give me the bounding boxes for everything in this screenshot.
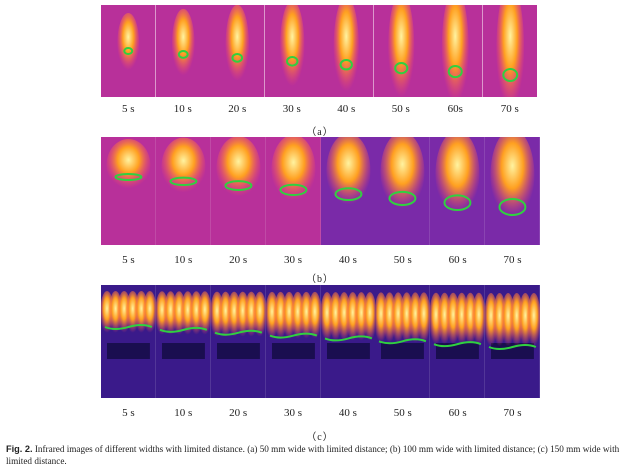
time-label-c-8: 70 s — [503, 407, 522, 419]
time-label-a-1: 5 s — [121, 103, 135, 115]
infrared-frame-b-1 — [101, 137, 156, 245]
time-label-b-6: 50 s — [393, 254, 412, 266]
infrared-frame-c-8 — [485, 285, 540, 398]
time-label-c-6: 50 s — [393, 407, 412, 419]
frame-b-5 — [320, 137, 376, 245]
frame-c-3 — [210, 285, 266, 398]
panel-label-a: （a） — [306, 127, 334, 138]
infrared-frame-a-4 — [264, 5, 319, 97]
frame-c-1 — [101, 285, 156, 398]
frame-c-6 — [375, 285, 431, 398]
time-label-a-5: 40 s — [337, 103, 356, 115]
time-label-b-3: 20 s — [229, 254, 248, 266]
infrared-frame-a-6 — [373, 5, 428, 97]
time-label-a-8: 70 s — [500, 103, 519, 115]
frame-b-2 — [155, 137, 211, 245]
time-labels-b: 5 s 10 s 20 s 30 s 40 s 50 s 60 s 70 s — [101, 254, 540, 266]
infrared-frame-a-2 — [155, 5, 210, 97]
frame-c-5 — [320, 285, 376, 398]
infrared-frame-b-5 — [320, 137, 376, 245]
infrared-frame-c-6 — [375, 285, 431, 398]
time-label-b-7: 60 s — [448, 254, 467, 266]
time-label-b-2: 10 s — [174, 254, 193, 266]
infrared-frame-b-3 — [210, 137, 266, 245]
infrared-frame-a-5 — [319, 5, 374, 97]
figure-label: Fig. 2. — [6, 444, 33, 454]
time-label-c-5: 40 s — [338, 407, 357, 419]
infrared-strip-a — [101, 5, 537, 97]
frame-b-3 — [210, 137, 266, 245]
infrared-frame-c-2 — [155, 285, 211, 398]
time-label-c-7: 60 s — [448, 407, 467, 419]
time-label-a-2: 10 s — [173, 103, 192, 115]
frame-a-5 — [319, 5, 374, 97]
frame-a-3 — [210, 5, 265, 97]
frame-a-8 — [482, 5, 537, 97]
time-label-a-6: 50 s — [391, 103, 410, 115]
time-label-a-3: 20 s — [228, 103, 247, 115]
figure-caption: Fig. 2. Infrared images of different wid… — [6, 443, 634, 467]
infrared-frame-a-1 — [101, 5, 156, 97]
time-label-a-4: 30 s — [282, 103, 301, 115]
frame-b-8 — [485, 137, 540, 245]
time-label-a-7: 60s — [447, 103, 463, 115]
infrared-frame-c-4 — [265, 285, 321, 398]
time-label-c-2: 10 s — [174, 407, 193, 419]
frame-a-7 — [428, 5, 483, 97]
infrared-frame-a-7 — [428, 5, 483, 97]
time-label-c-1: 5 s — [122, 407, 135, 419]
frame-b-7 — [430, 137, 486, 245]
frame-c-4 — [265, 285, 321, 398]
infrared-frame-a-3 — [210, 5, 265, 97]
time-label-b-5: 40 s — [338, 254, 357, 266]
frame-c-2 — [155, 285, 211, 398]
time-label-b-8: 70 s — [503, 254, 522, 266]
infrared-frame-b-8 — [485, 137, 540, 245]
time-label-c-3: 20 s — [229, 407, 248, 419]
infrared-frame-b-6 — [375, 137, 431, 245]
infrared-frame-c-1 — [101, 285, 156, 398]
infrared-frame-b-7 — [430, 137, 486, 245]
infrared-frame-c-3 — [210, 285, 266, 398]
time-label-b-4: 30 s — [284, 254, 303, 266]
figure-caption-text: Infrared images of different widths with… — [6, 444, 620, 466]
panel-label-c: （c） — [306, 432, 334, 443]
infrared-frame-b-4 — [265, 137, 321, 245]
infrared-frame-c-7 — [430, 285, 486, 398]
frame-c-8 — [485, 285, 540, 398]
frame-a-4 — [264, 5, 319, 97]
frame-b-1 — [101, 137, 156, 245]
frame-c-7 — [430, 285, 486, 398]
frame-a-2 — [155, 5, 210, 97]
infrared-strip-b — [101, 137, 540, 245]
panel-label-b: （b） — [306, 274, 334, 285]
frame-b-6 — [375, 137, 431, 245]
infrared-strip-c — [101, 285, 540, 398]
infrared-frame-c-5 — [320, 285, 376, 398]
time-labels-c: 5 s 10 s 20 s 30 s 40 s 50 s 60 s 70 s — [101, 407, 540, 419]
infrared-frame-b-2 — [155, 137, 211, 245]
time-labels-a: 5 s 10 s 20 s 30 s 40 s 50 s 60s 70 s — [101, 103, 537, 115]
time-label-b-1: 5 s — [122, 254, 135, 266]
infrared-frame-a-8 — [482, 5, 537, 97]
frame-a-1 — [101, 5, 156, 97]
time-label-c-4: 30 s — [284, 407, 303, 419]
frame-b-4 — [265, 137, 321, 245]
frame-a-6 — [373, 5, 428, 97]
